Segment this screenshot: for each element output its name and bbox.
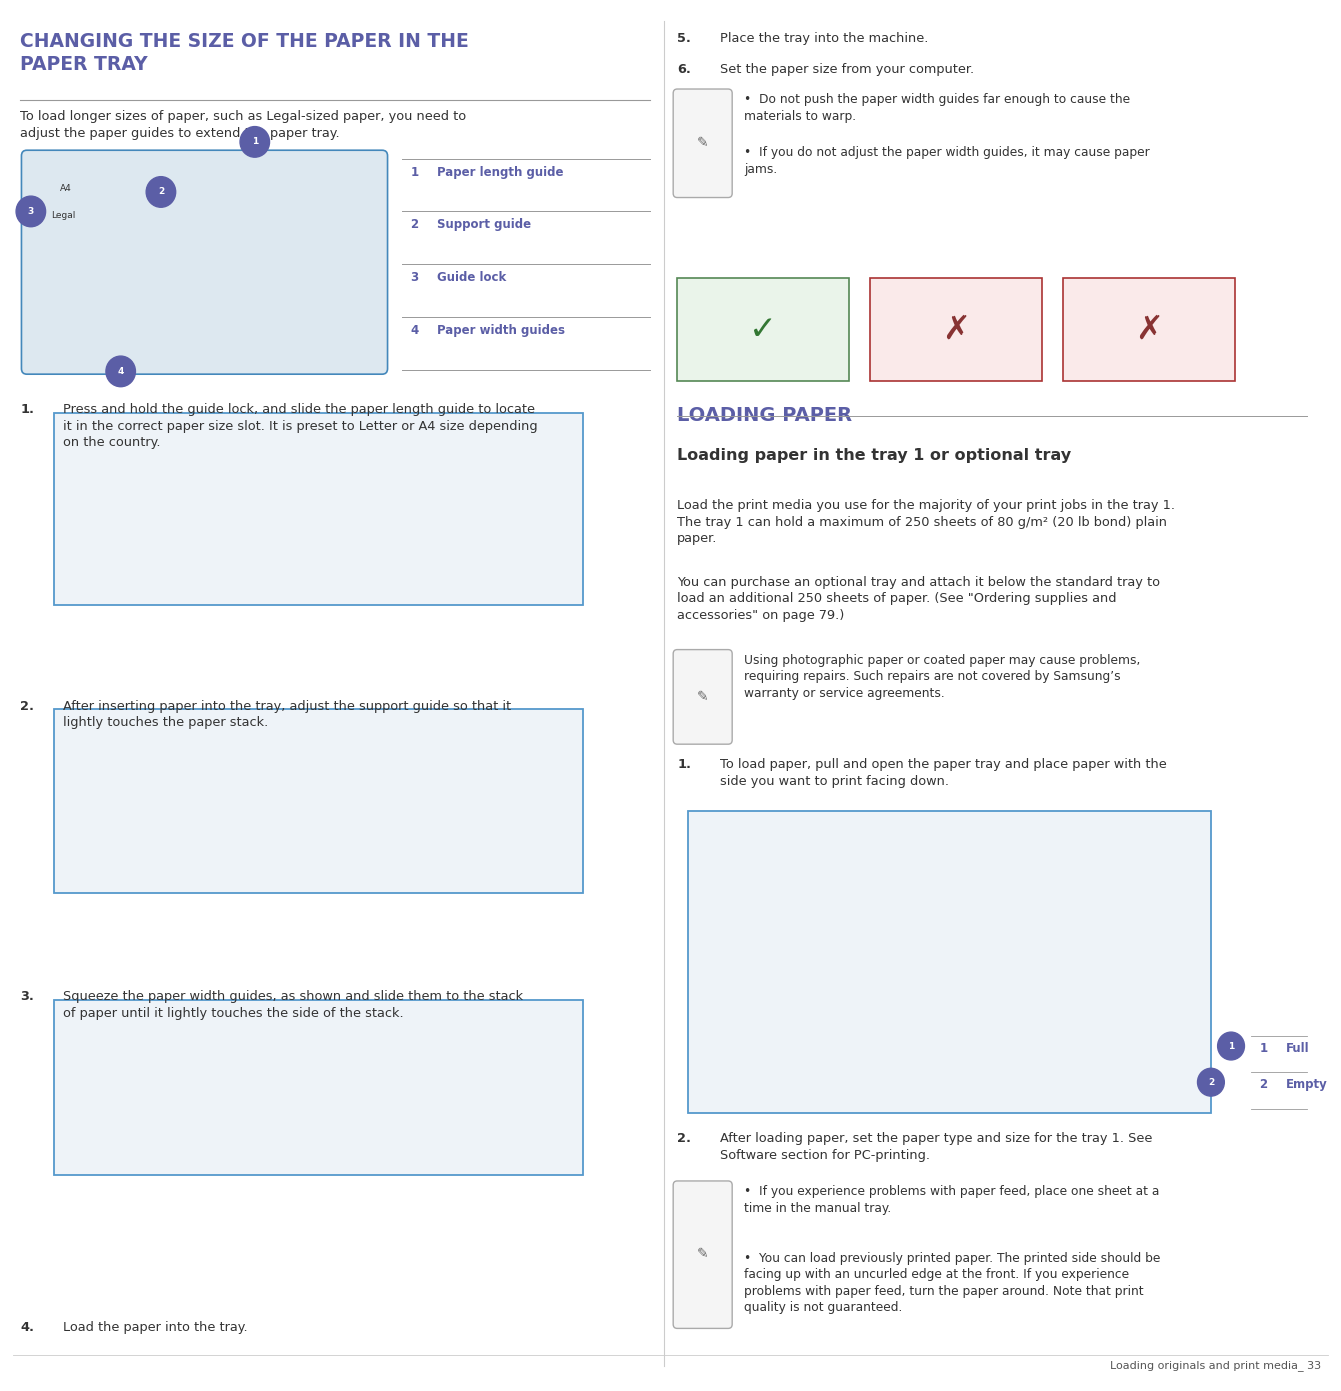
Text: 1: 1 [1228, 1042, 1234, 1050]
Text: •  Do not push the paper width guides far enough to cause the
materials to warp.: • Do not push the paper width guides far… [744, 93, 1130, 122]
FancyBboxPatch shape [21, 150, 388, 374]
Text: 4: 4 [410, 324, 418, 337]
Circle shape [146, 177, 176, 207]
Text: 2: 2 [158, 188, 164, 196]
Text: 6.: 6. [677, 63, 691, 75]
Text: •  You can load previously printed paper. The printed side should be
facing up w: • You can load previously printed paper.… [744, 1252, 1160, 1314]
Text: Paper width guides: Paper width guides [437, 324, 565, 337]
Text: ✎: ✎ [697, 136, 708, 150]
Text: •  If you do not adjust the paper width guides, it may cause paper
jams.: • If you do not adjust the paper width g… [744, 146, 1151, 175]
Text: Set the paper size from your computer.: Set the paper size from your computer. [720, 63, 975, 75]
Text: Loading paper in the tray 1 or optional tray: Loading paper in the tray 1 or optional … [677, 448, 1071, 463]
FancyBboxPatch shape [677, 278, 849, 381]
Text: A4: A4 [60, 184, 72, 192]
Text: ✎: ✎ [697, 1248, 708, 1262]
Text: 4: 4 [118, 367, 123, 376]
Text: LOADING PAPER: LOADING PAPER [677, 406, 853, 426]
Text: 3.: 3. [20, 990, 34, 1003]
Circle shape [106, 356, 135, 387]
Circle shape [16, 196, 46, 227]
FancyBboxPatch shape [688, 811, 1211, 1113]
Text: 1.: 1. [20, 403, 34, 416]
Text: Legal: Legal [51, 211, 75, 220]
Text: ✗: ✗ [1136, 313, 1163, 346]
Text: 1: 1 [410, 166, 418, 178]
Text: 2.: 2. [20, 700, 34, 712]
Text: ✎: ✎ [697, 690, 708, 704]
Text: Guide lock: Guide lock [437, 271, 507, 284]
Text: You can purchase an optional tray and attach it below the standard tray to
load : You can purchase an optional tray and at… [677, 576, 1160, 622]
Text: ✓: ✓ [750, 313, 776, 346]
Text: Load the paper into the tray.: Load the paper into the tray. [63, 1321, 248, 1334]
Circle shape [1198, 1068, 1224, 1096]
Text: Squeeze the paper width guides, as shown and slide them to the stack
of paper un: Squeeze the paper width guides, as shown… [63, 990, 523, 1020]
Text: 5.: 5. [677, 32, 691, 45]
Circle shape [1218, 1032, 1244, 1060]
Text: 1.: 1. [677, 758, 691, 771]
FancyBboxPatch shape [673, 89, 732, 198]
Text: 4.: 4. [20, 1321, 34, 1334]
Text: After inserting paper into the tray, adjust the support guide so that it
lightly: After inserting paper into the tray, adj… [63, 700, 511, 729]
Text: Place the tray into the machine.: Place the tray into the machine. [720, 32, 928, 45]
Text: CHANGING THE SIZE OF THE PAPER IN THE
PAPER TRAY: CHANGING THE SIZE OF THE PAPER IN THE PA… [20, 32, 469, 74]
Text: 3: 3 [28, 207, 34, 216]
Text: 2.: 2. [677, 1132, 691, 1145]
Text: Press and hold the guide lock, and slide the paper length guide to locate
it in : Press and hold the guide lock, and slide… [63, 403, 538, 449]
Text: Paper length guide: Paper length guide [437, 166, 563, 178]
Text: 1: 1 [1259, 1042, 1267, 1054]
Text: 2: 2 [410, 218, 418, 231]
Text: Support guide: Support guide [437, 218, 531, 231]
Text: Full: Full [1286, 1042, 1310, 1054]
FancyBboxPatch shape [673, 650, 732, 744]
Text: To load paper, pull and open the paper tray and place paper with the
side you wa: To load paper, pull and open the paper t… [720, 758, 1167, 787]
FancyBboxPatch shape [870, 278, 1042, 381]
FancyBboxPatch shape [54, 1000, 583, 1175]
Text: Empty: Empty [1286, 1078, 1328, 1091]
Text: Using photographic paper or coated paper may cause problems,
requiring repairs. : Using photographic paper or coated paper… [744, 654, 1141, 700]
Text: ✗: ✗ [943, 313, 970, 346]
Text: Loading originals and print media_ 33: Loading originals and print media_ 33 [1110, 1360, 1321, 1372]
Text: Load the print media you use for the majority of your print jobs in the tray 1.
: Load the print media you use for the maj… [677, 499, 1175, 545]
FancyBboxPatch shape [1063, 278, 1235, 381]
Circle shape [240, 127, 270, 157]
Text: 2: 2 [1259, 1078, 1267, 1091]
Text: 2: 2 [1208, 1078, 1214, 1086]
Text: •  If you experience problems with paper feed, place one sheet at a
time in the : • If you experience problems with paper … [744, 1185, 1160, 1214]
Text: 1: 1 [252, 138, 257, 146]
Text: After loading paper, set the paper type and size for the tray 1. See
Software se: After loading paper, set the paper type … [720, 1132, 1152, 1161]
Text: To load longer sizes of paper, such as Legal-sized paper, you need to
adjust the: To load longer sizes of paper, such as L… [20, 110, 467, 140]
Text: 3: 3 [410, 271, 418, 284]
FancyBboxPatch shape [54, 709, 583, 893]
FancyBboxPatch shape [673, 1181, 732, 1328]
FancyBboxPatch shape [54, 413, 583, 605]
